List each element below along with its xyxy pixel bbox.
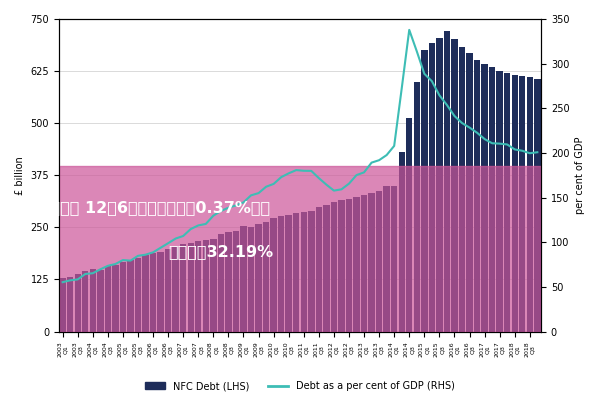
Bar	[188, 243, 194, 332]
Text: 互联网证券杠杆 12月6日福立转债上涨0.37%，转: 互联网证券杠杆 12月6日福立转债上涨0.37%，转	[12, 200, 270, 216]
Bar	[225, 232, 232, 332]
Bar	[436, 38, 443, 332]
Bar	[233, 231, 239, 332]
Bar	[127, 260, 134, 332]
Bar	[383, 186, 390, 332]
Bar	[293, 213, 299, 332]
Bar	[256, 224, 262, 332]
Bar	[466, 54, 473, 332]
Bar	[504, 74, 511, 332]
Bar	[398, 152, 405, 332]
Bar	[218, 234, 224, 332]
Bar	[361, 195, 367, 332]
Bar	[481, 64, 488, 332]
Bar	[474, 60, 480, 332]
Y-axis label: £ billion: £ billion	[15, 156, 25, 195]
Bar	[203, 240, 209, 332]
Bar	[172, 247, 179, 332]
Bar	[67, 277, 73, 332]
Bar	[74, 274, 81, 332]
Bar	[286, 215, 292, 332]
Line: Debt as a per cent of GDP (RHS): Debt as a per cent of GDP (RHS)	[62, 30, 538, 282]
Bar	[89, 269, 96, 332]
Debt as a per cent of GDP (RHS)	[534, 150, 541, 155]
Bar	[157, 252, 164, 332]
Bar	[195, 241, 202, 332]
Bar	[406, 118, 412, 332]
Bar	[534, 79, 541, 332]
Bar	[150, 253, 156, 332]
Bar	[368, 193, 375, 332]
Bar	[459, 47, 465, 332]
Debt as a per cent of GDP (RHS)	[323, 182, 330, 187]
Bar	[248, 227, 254, 332]
Bar	[346, 199, 352, 332]
Bar	[512, 75, 518, 332]
Bar	[421, 50, 428, 332]
Bar	[316, 207, 322, 332]
Debt as a per cent of GDP (RHS)	[255, 191, 262, 196]
Bar	[308, 211, 314, 332]
Bar	[142, 255, 149, 332]
Bar	[489, 67, 496, 332]
Bar	[451, 39, 458, 332]
Debt as a per cent of GDP (RHS)	[59, 280, 66, 284]
Bar	[59, 166, 541, 332]
Debt as a per cent of GDP (RHS)	[368, 160, 375, 165]
Bar	[112, 265, 119, 332]
Bar	[338, 200, 344, 332]
Bar	[165, 249, 172, 332]
Bar	[331, 202, 337, 332]
Bar	[323, 205, 329, 332]
Text: 股溢价率32.19%: 股溢价率32.19%	[168, 244, 273, 260]
Legend: NFC Debt (LHS), Debt as a per cent of GDP (RHS): NFC Debt (LHS), Debt as a per cent of GD…	[142, 377, 458, 395]
Bar	[135, 258, 141, 332]
Bar	[240, 226, 247, 332]
Bar	[496, 70, 503, 332]
Bar	[120, 262, 126, 332]
Bar	[271, 218, 277, 332]
Bar	[97, 270, 104, 332]
Bar	[519, 76, 526, 332]
Bar	[278, 216, 284, 332]
Bar	[376, 191, 382, 332]
Debt as a per cent of GDP (RHS)	[119, 258, 127, 262]
Bar	[444, 31, 450, 332]
Debt as a per cent of GDP (RHS)	[293, 168, 300, 172]
Debt as a per cent of GDP (RHS)	[361, 170, 368, 175]
Bar	[301, 212, 307, 332]
Bar	[180, 244, 187, 332]
Y-axis label: per cent of GDP: per cent of GDP	[575, 136, 585, 214]
Bar	[59, 278, 66, 332]
Bar	[527, 77, 533, 332]
Bar	[413, 82, 420, 332]
Bar	[391, 186, 397, 332]
Bar	[428, 43, 435, 332]
Bar	[353, 196, 360, 332]
Bar	[82, 271, 88, 332]
Bar	[263, 222, 269, 332]
Bar	[104, 266, 111, 332]
Debt as a per cent of GDP (RHS)	[406, 28, 413, 32]
Bar	[210, 239, 217, 332]
